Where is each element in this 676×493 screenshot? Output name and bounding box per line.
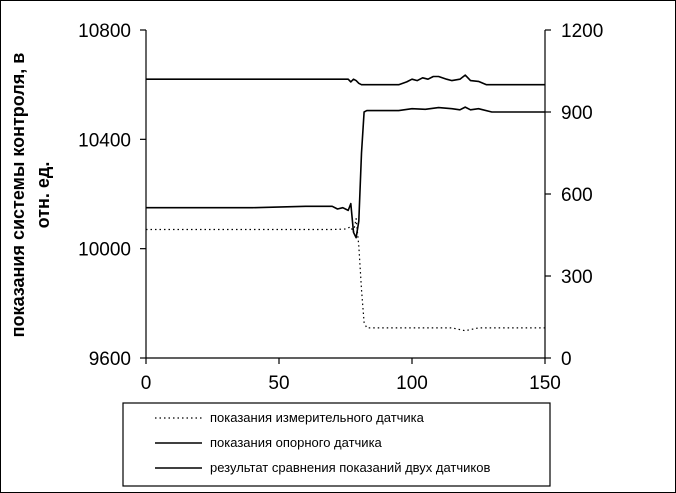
- series-layer: [146, 74, 545, 332]
- x-tick-label: 0: [141, 373, 152, 394]
- left-y-tick-label: 10400: [78, 130, 131, 151]
- ticks-layer: 9600 10000 10400 10800 0 300 600 900 1200 0 50 100 1…: [78, 21, 603, 394]
- legend-box: [122, 402, 551, 487]
- x-tick-label: 50: [268, 373, 289, 394]
- series-line-reference-sensor: [146, 74, 545, 86]
- left-y-tick-label: 9600: [89, 349, 131, 370]
- y-axis-title-line-1: показания системы контроля, в: [8, 53, 28, 338]
- left-y-tick-label: 10000: [78, 240, 131, 261]
- x-tick-label: 150: [529, 373, 561, 394]
- left-y-tick-label: 10800: [78, 21, 131, 42]
- right-y-tick-label: 0: [561, 349, 572, 370]
- series-line-comparison-result: [146, 106, 545, 239]
- y-axis-title-line-2: отн. ед.: [33, 162, 53, 229]
- right-y-tick-label: 900: [561, 103, 593, 124]
- legend-label-comparison-result: результат сравнения показаний двух датчи…: [210, 460, 490, 475]
- series-line-measuring-sensor: [146, 218, 545, 332]
- legend-label-measuring-sensor: показания измерительного датчика: [210, 410, 425, 425]
- right-y-tick-label: 1200: [561, 21, 603, 42]
- right-y-tick-label: 600: [561, 185, 593, 206]
- y-axis-title: показания системы контроля, в отн. ед.: [8, 53, 53, 338]
- right-y-tick-label: 300: [561, 267, 593, 288]
- legend: показания измерительного датчика показан…: [122, 402, 551, 487]
- legend-label-reference-sensor: показания опорного датчика: [210, 435, 383, 450]
- x-tick-label: 100: [396, 373, 428, 394]
